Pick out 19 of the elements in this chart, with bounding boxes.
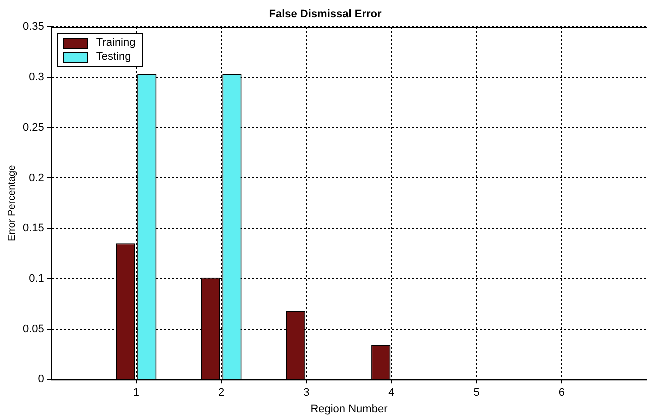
y-tick-label: 0.25 [22, 122, 44, 134]
y-tick-label: 0.3 [29, 72, 44, 84]
x-tick-label: 3 [304, 387, 310, 400]
x-tick-label: 4 [388, 387, 395, 400]
x-tick-label: 5 [474, 387, 480, 400]
x-tick-label: 2 [218, 387, 225, 400]
legend-label: Testing [96, 50, 132, 64]
y-tick-label: 0.15 [22, 222, 44, 235]
x-tick-label: 1 [133, 387, 140, 400]
y-axis-title: Error Percentage [6, 164, 18, 242]
y-tick-label: 0.35 [22, 21, 44, 34]
y-tick-label: 0.2 [29, 172, 44, 184]
chart-title: False Dismissal Error [269, 8, 382, 21]
legend-label: Training [96, 36, 136, 50]
y-tick-label: 0.05 [22, 323, 44, 336]
x-tick-label: 6 [558, 387, 565, 400]
x-axis-title: Region Number [310, 403, 388, 416]
y-tick-label: 0.1 [29, 272, 44, 285]
y-tick-label: 0 [38, 374, 44, 386]
